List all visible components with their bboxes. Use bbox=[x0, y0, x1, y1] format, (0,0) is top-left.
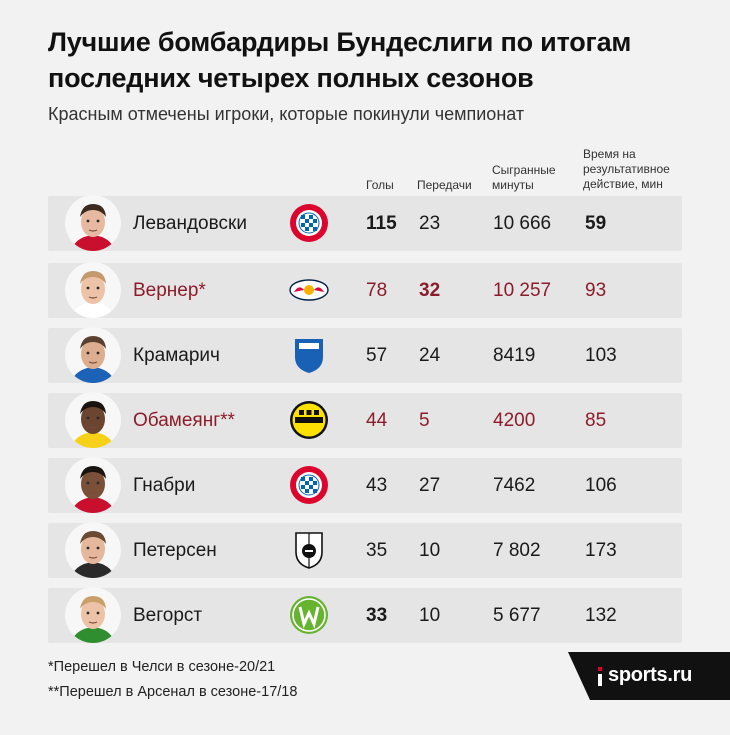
player-name: Гнабри bbox=[133, 475, 196, 496]
bayern-logo-icon bbox=[289, 203, 329, 243]
cell-time-per-action: 93 bbox=[585, 280, 607, 301]
table-row bbox=[48, 523, 682, 578]
cell-assists: 10 bbox=[419, 605, 441, 626]
table-row bbox=[48, 196, 682, 251]
cell-assists: 10 bbox=[419, 540, 441, 561]
player-name: Левандовски bbox=[133, 213, 247, 234]
page-subtitle: Красным отмечены игроки, которые покинул… bbox=[48, 104, 525, 124]
player-photo bbox=[65, 587, 121, 643]
hoffenheim-logo-icon bbox=[289, 335, 329, 375]
cell-assists: 23 bbox=[419, 213, 441, 234]
cell-minutes: 7462 bbox=[493, 475, 536, 496]
player-photo bbox=[65, 392, 121, 448]
column-header-assists: Передачи bbox=[417, 178, 472, 192]
bayern-logo-icon bbox=[289, 465, 329, 505]
player-photo bbox=[65, 262, 121, 318]
cell-minutes: 4200 bbox=[493, 410, 536, 431]
cell-time-per-action: 106 bbox=[585, 475, 617, 496]
cell-assists: 27 bbox=[419, 475, 441, 496]
cell-goals: 57 bbox=[366, 345, 388, 366]
cell-goals: 115 bbox=[366, 213, 397, 234]
cell-minutes: 10 666 bbox=[493, 213, 552, 234]
table-row bbox=[48, 263, 682, 318]
player-name: Крамарич bbox=[133, 345, 220, 366]
column-header-minutes: Сыгранные минуты bbox=[492, 163, 556, 193]
column-header-time-line3: действие, мин bbox=[583, 177, 663, 191]
table-row bbox=[48, 458, 682, 513]
freiburg-logo-icon bbox=[289, 530, 329, 570]
cell-time-per-action: 103 bbox=[585, 345, 617, 366]
cell-assists: 32 bbox=[419, 280, 441, 301]
cell-time-per-action: 85 bbox=[585, 410, 607, 431]
table-row bbox=[48, 588, 682, 643]
wolfsburg-logo-icon bbox=[289, 595, 329, 635]
player-photo bbox=[65, 327, 121, 383]
column-header-time-line2: результативное bbox=[583, 162, 670, 176]
cell-goals: 44 bbox=[366, 410, 388, 431]
column-header-minutes-line1: Сыгранные bbox=[492, 163, 556, 177]
dortmund-logo-icon bbox=[289, 400, 329, 440]
cell-minutes: 8419 bbox=[493, 345, 536, 366]
leipzig-logo-icon bbox=[289, 270, 329, 310]
player-photo bbox=[65, 457, 121, 513]
cell-minutes: 5 677 bbox=[493, 605, 541, 626]
cell-assists: 5 bbox=[419, 410, 430, 431]
column-header-minutes-line2: минуты bbox=[492, 178, 534, 192]
cell-minutes: 7 802 bbox=[493, 540, 541, 561]
cell-goals: 35 bbox=[366, 540, 388, 561]
player-photo bbox=[65, 195, 121, 251]
page-title: Лучшие бомбардиры Бундеслиги по итогам п… bbox=[48, 27, 632, 93]
player-name: Петерсен bbox=[133, 540, 217, 561]
player-name: Вернер* bbox=[133, 280, 206, 301]
cell-goals: 33 bbox=[366, 605, 388, 626]
cell-time-per-action: 173 bbox=[585, 540, 617, 561]
column-header-time: Время на результативное действие, мин bbox=[583, 147, 670, 192]
column-header-time-line1: Время на bbox=[583, 147, 636, 161]
footnote-aubameyang: **Перешел в Арсенал в сезоне-17/18 bbox=[48, 684, 298, 700]
brand-banner bbox=[568, 652, 730, 700]
sports-ru-logo: sports.ru bbox=[608, 664, 692, 686]
cell-time-per-action: 132 bbox=[585, 605, 617, 626]
cell-minutes: 10 257 bbox=[493, 280, 552, 301]
player-name: Обамеянг** bbox=[133, 410, 235, 431]
cell-time-per-action: 59 bbox=[585, 213, 607, 234]
table-row bbox=[48, 393, 682, 448]
cell-goals: 43 bbox=[366, 475, 388, 496]
cell-goals: 78 bbox=[366, 280, 388, 301]
footnote-werner: *Перешел в Челси в сезоне-20/21 bbox=[48, 659, 276, 675]
player-name: Вегорст bbox=[133, 605, 203, 626]
cell-assists: 24 bbox=[419, 345, 441, 366]
column-header-goals: Голы bbox=[366, 178, 394, 192]
player-photo bbox=[65, 522, 121, 578]
table-row bbox=[48, 328, 682, 383]
